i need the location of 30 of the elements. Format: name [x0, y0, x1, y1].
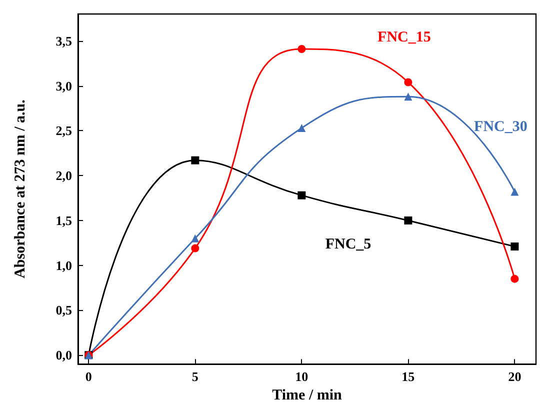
- point: [404, 78, 412, 86]
- point: [191, 234, 200, 242]
- point: [510, 274, 519, 283]
- series-label: FNC_5: [325, 236, 372, 252]
- x-tick-label: 20: [508, 369, 522, 384]
- point: [191, 156, 200, 164]
- point: [298, 45, 306, 54]
- point: [298, 191, 306, 200]
- x-tick-label: 15: [402, 369, 416, 384]
- y-tick-label: 3,5: [56, 33, 72, 48]
- y-tick-label: 2,5: [56, 123, 72, 138]
- y-tick-label: 3,0: [56, 78, 72, 94]
- point: [191, 244, 200, 252]
- y-tick-label: 0,5: [56, 302, 72, 318]
- y-axis-title: Absorbance at 273 nm / a.u.: [12, 99, 28, 278]
- x-tick-label: 10: [295, 369, 308, 384]
- point: [298, 124, 306, 132]
- point: [510, 242, 519, 250]
- y-tick-label: 1,0: [56, 258, 72, 273]
- point: [404, 216, 412, 224]
- point: [404, 92, 412, 101]
- y-tick-label: 1,5: [56, 212, 72, 228]
- y-tick-label: 0,0: [56, 348, 72, 363]
- series-label: FNC_30: [474, 119, 528, 136]
- x-axis-title: Time / min: [272, 388, 343, 404]
- y-tick-label: 2,0: [56, 168, 72, 184]
- point: [510, 188, 519, 196]
- x-tick-label: 5: [192, 369, 199, 384]
- x-tick-label: 0: [85, 369, 92, 384]
- series-label: FNC_15: [378, 30, 431, 46]
